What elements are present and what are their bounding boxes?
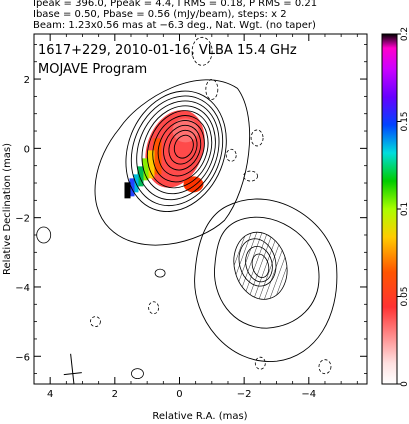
polarization-strip-1 [147,150,155,179]
y-tick-label: −6 [15,352,30,363]
x-tick-label: 4 [47,389,53,400]
colorbar-tick-label: 0 [400,381,409,387]
x-tick-label: −2 [237,389,252,400]
noise-island-0 [36,226,52,244]
negative-contour-0 [191,36,213,66]
jet-inner-contour-1 [245,246,273,283]
colorbar-tick-label: 0.15 [400,111,409,131]
plot-subtitle: MOJAVE Program [38,62,147,77]
core-contour-1 [130,95,224,207]
y-tick-label: 0 [24,144,30,155]
colorbar-tick-label: 0.05 [400,286,409,306]
core-contour-8 [168,129,198,165]
negative-contour-3 [243,170,259,182]
polarization-strip-0 [153,138,162,175]
header-line-2: Ibase = 0.50, Pbase = 0.56 (mJy/beam), s… [33,9,287,20]
y-axis-title: Relative Declination (mas) [2,143,13,275]
negative-contour-6 [318,359,332,375]
core-contour-4 [146,110,213,189]
plot-title: 1617+229, 2010-01-16, VLBA 15.4 GHz [38,43,297,58]
negative-contour-8 [148,301,160,315]
core-contour-3 [141,105,216,195]
jet-inner-contour-2 [251,253,270,278]
noise-island-1 [154,268,166,278]
x-tick-label: 2 [112,389,118,400]
negative-contour-1 [205,79,219,100]
colorbar-tick-label: 0.2 [400,27,409,41]
core-outer-contour [94,79,251,246]
core-contour-7 [163,124,202,171]
polarization-strip-6 [124,182,131,199]
beam-minor-axis [63,372,82,376]
polarization-strip-3 [137,166,144,187]
core-contour-6 [157,120,205,177]
y-tick-label: 2 [24,75,30,86]
noise-island-2 [131,368,144,380]
plot-frame [33,33,368,385]
x-tick-label: 0 [176,389,182,400]
core-contour-0 [125,90,227,212]
colorbar-tick-label: 0.1 [400,202,409,216]
negative-contour-5 [90,316,101,328]
polarization-strip-5 [129,178,135,197]
header-line-3: Beam: 1.23x0.56 mas at −6.3 deg., Nat. W… [33,20,316,31]
core-contour-9 [173,134,194,159]
jet-hatched-region [233,231,288,300]
jet-contour-1 [214,216,320,329]
x-tick-label: −4 [301,389,316,400]
polarization-strip-2 [142,158,149,181]
y-tick-label: −2 [15,214,30,225]
x-axis-title: Relative R.A. (mas) [152,411,247,422]
negative-contour-4 [250,129,264,147]
jet-contour-0 [194,198,338,362]
core-contour-2 [136,100,220,201]
header-line-1: Ipeak = 396.0, Ppeak = 4.4, I RMS = 0.18… [33,0,318,9]
y-tick-label: −4 [15,283,30,294]
core-contour-5 [152,115,209,183]
colorbar [381,33,398,385]
negative-contour-2 [225,148,237,162]
jet-inner-contour-0 [238,238,277,287]
negative-contour-7 [254,356,266,370]
